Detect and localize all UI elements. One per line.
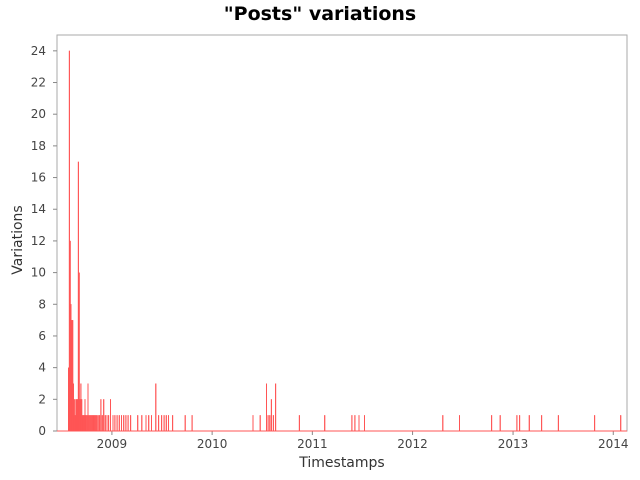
y-tick-label: 24 — [31, 44, 46, 58]
x-axis-label: Timestamps — [299, 455, 385, 471]
y-tick-label: 22 — [31, 76, 46, 90]
series-line — [57, 50, 627, 432]
plot-frame — [56, 34, 628, 432]
x-tick-label: 2011 — [297, 437, 328, 451]
y-tick-label: 4 — [38, 361, 46, 375]
y-tick-label: 20 — [31, 107, 46, 121]
y-tick-label: 14 — [31, 202, 46, 216]
y-tick-label: 18 — [31, 139, 46, 153]
x-tick-label: 2012 — [397, 437, 428, 451]
x-tick-label: 2009 — [97, 437, 128, 451]
y-tick-label: 16 — [31, 171, 46, 185]
y-tick-label: 12 — [31, 234, 46, 248]
x-tick-label: 2014 — [598, 437, 629, 451]
y-tick-label: 10 — [31, 266, 46, 280]
y-tick-label: 6 — [38, 329, 46, 343]
chart-title: "Posts" variations — [223, 3, 417, 25]
y-tick-label: 8 — [38, 297, 46, 311]
y-tick-label: 0 — [38, 424, 46, 438]
data-points — [68, 50, 622, 431]
y-tick-label: 2 — [38, 392, 46, 406]
y-axis-label: Variations — [10, 205, 26, 275]
x-tick-label: 2010 — [197, 437, 228, 451]
x-axis: 2009 2010 2011 2012 2013 2014 — [97, 431, 629, 451]
x-tick-label: 2013 — [498, 437, 529, 451]
